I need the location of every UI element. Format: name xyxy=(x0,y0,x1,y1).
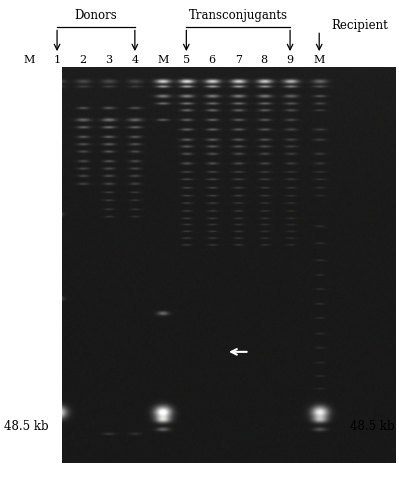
Text: M: M xyxy=(157,55,168,65)
Text: 7: 7 xyxy=(235,55,242,65)
Text: 8: 8 xyxy=(261,55,268,65)
Text: Transconjugants: Transconjugants xyxy=(189,9,288,22)
Text: 4: 4 xyxy=(131,55,138,65)
Text: 1: 1 xyxy=(53,55,61,65)
Text: 2: 2 xyxy=(79,55,87,65)
Text: 3: 3 xyxy=(105,55,113,65)
Text: 5: 5 xyxy=(183,55,190,65)
Text: Donors: Donors xyxy=(74,9,117,22)
Text: M: M xyxy=(314,55,325,65)
Text: M: M xyxy=(24,55,35,65)
Text: 48.5 kb: 48.5 kb xyxy=(4,420,49,433)
Text: 48.5 kb: 48.5 kb xyxy=(350,420,395,433)
Text: Recipient: Recipient xyxy=(331,19,388,31)
Text: 9: 9 xyxy=(286,55,294,65)
Text: 6: 6 xyxy=(209,55,216,65)
